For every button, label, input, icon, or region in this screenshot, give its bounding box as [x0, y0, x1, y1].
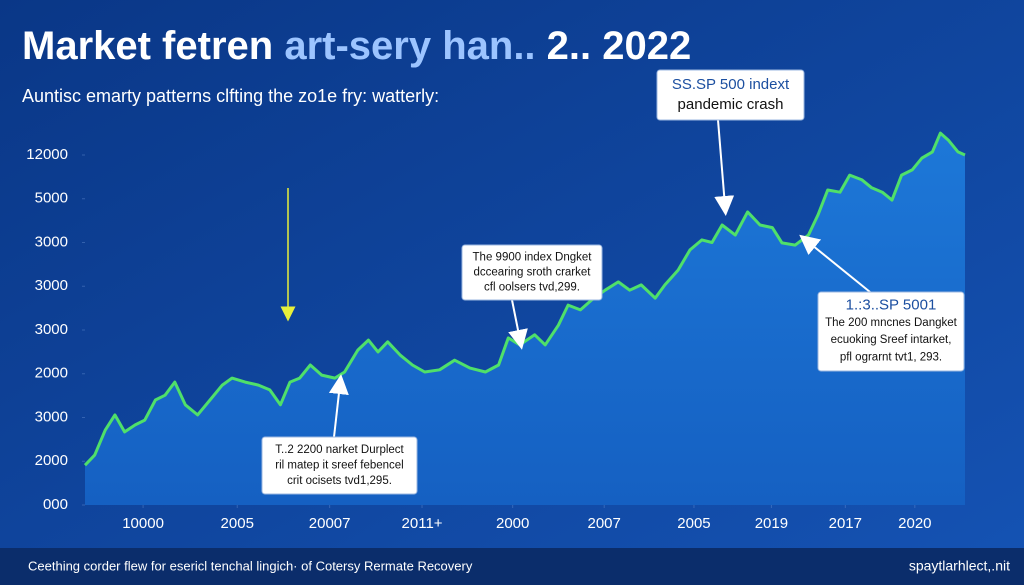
annotation-text: dccearing sroth crarket	[474, 267, 592, 279]
subtitle: Auntisc emarty patterns clfting the zo1e…	[22, 86, 439, 106]
annotation-box	[817, 291, 965, 372]
y-tick-label: 3000	[35, 408, 68, 425]
x-tick-label: 20007	[309, 515, 351, 532]
line	[83, 131, 966, 467]
annotation-box	[461, 244, 603, 301]
annotation-text: cfl oolsers tvd,299.	[484, 282, 580, 294]
annotation-text: ril matep it sreef febencel	[275, 460, 403, 472]
annotation-text: pfl ograrnt tvt1, 293.	[840, 351, 942, 363]
y-tick-label: 3000	[35, 233, 68, 250]
plot-area	[82, 131, 966, 508]
annotation-text: SS.SP 500 indext	[672, 76, 790, 93]
annotation-text: The 200 mncnes Dangket	[825, 317, 957, 329]
x-tick-label: 2011+	[402, 515, 443, 532]
annotation-text: pandemic crash	[678, 96, 784, 113]
annotation-arrow	[508, 299, 528, 350]
x-tick-label: 2019	[755, 515, 788, 532]
annotation-arrow	[328, 374, 349, 438]
x-tick-label: 2000	[496, 515, 529, 532]
y-tick-label: 3000	[35, 321, 68, 338]
title-part: 2.. 2022	[547, 24, 692, 68]
x-tick-label: 2005	[677, 515, 710, 532]
area	[85, 133, 965, 505]
y-tick-label: 2000	[35, 365, 68, 382]
footer-text: Ceething corder flew for esericl tenchal…	[28, 558, 473, 573]
x-tick-label: 2005	[221, 515, 254, 532]
annotation-text: ecuoking Sreef intarket,	[831, 334, 952, 346]
annotations: SS.SP 500 indext pandemic crash The 9900 i…	[261, 69, 965, 495]
annotation-text: 1.:3..SP 5001	[846, 297, 937, 314]
annotation-arrow	[714, 119, 735, 216]
y-tick-label: 12000	[26, 146, 68, 163]
x-tick-label: 2007	[588, 515, 621, 532]
title-part: art-sery han..	[284, 24, 535, 68]
annotation-box	[656, 69, 805, 121]
annotation-text: The 9900 index Dngket	[473, 252, 593, 264]
x-tick-label: 2017	[829, 515, 862, 532]
footer-bar	[0, 548, 1024, 585]
y-tick-label: 2000	[35, 452, 68, 469]
title-part: Market fetren	[22, 24, 273, 68]
x-tick-label: 2020	[898, 515, 931, 532]
annotation-box	[261, 436, 418, 495]
chart-title: Market fetren art-sery han.. 2.. 2022	[22, 24, 691, 68]
y-tick-label: 5000	[35, 190, 68, 207]
y-tick-label: 000	[43, 496, 68, 513]
annotation-text: T..2 2200 narket Durplect	[275, 444, 404, 456]
y-tick-label: 3000	[35, 277, 68, 294]
annotation-text: crit ocisets tvd1,295.	[287, 475, 392, 487]
x-tick-label: 10000	[122, 515, 164, 532]
annotation-arrow	[799, 234, 871, 293]
watermark: spaytlarhlect,.nit	[909, 558, 1010, 574]
